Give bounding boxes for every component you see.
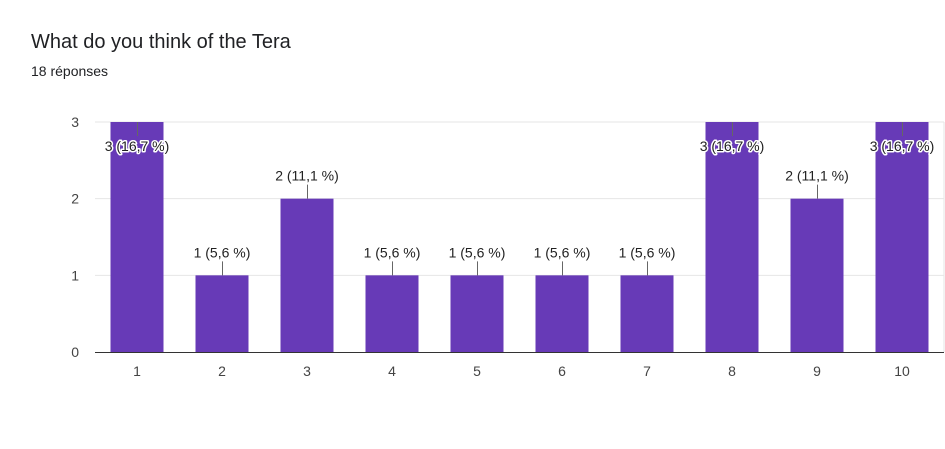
bar (195, 275, 249, 352)
bar (535, 275, 589, 352)
bar (875, 122, 929, 352)
chart-title: What do you think of the Tera (31, 31, 291, 53)
x-tick-label: 2 (218, 363, 226, 379)
x-tick-label: 8 (728, 363, 736, 379)
data-label: 1 (5,6 %) (449, 244, 506, 260)
x-tick-label: 6 (558, 363, 566, 379)
bar (280, 198, 334, 352)
x-tick-label: 1 (133, 363, 141, 379)
response-count: 18 réponses (31, 63, 109, 79)
data-label: 1 (5,6 %) (194, 244, 251, 260)
data-label: 3 (16,7 %) (700, 138, 765, 154)
x-tick-label: 4 (388, 363, 396, 379)
x-tick-label: 10 (894, 363, 910, 379)
data-label: 1 (5,6 %) (534, 244, 591, 260)
y-tick-label: 1 (71, 267, 79, 283)
bar (620, 275, 674, 352)
y-tick-label: 2 (71, 191, 79, 207)
y-tick-label: 0 (71, 344, 79, 360)
data-label: 2 (11,1 %) (275, 168, 339, 184)
bar (450, 275, 504, 352)
bar (365, 275, 419, 352)
data-label: 3 (16,7 %) (870, 138, 935, 154)
bar (110, 122, 164, 352)
data-label: 1 (5,6 %) (364, 244, 421, 260)
x-tick-label: 9 (813, 363, 821, 379)
data-label: 1 (5,6 %) (619, 244, 676, 260)
data-label: 2 (11,1 %) (785, 168, 849, 184)
x-tick-label: 7 (643, 363, 651, 379)
y-tick-label: 3 (71, 114, 79, 130)
data-label: 3 (16,7 %) (105, 138, 170, 154)
x-tick-label: 5 (473, 363, 481, 379)
bar (705, 122, 759, 352)
bar (790, 198, 844, 352)
x-tick-label: 3 (303, 363, 311, 379)
